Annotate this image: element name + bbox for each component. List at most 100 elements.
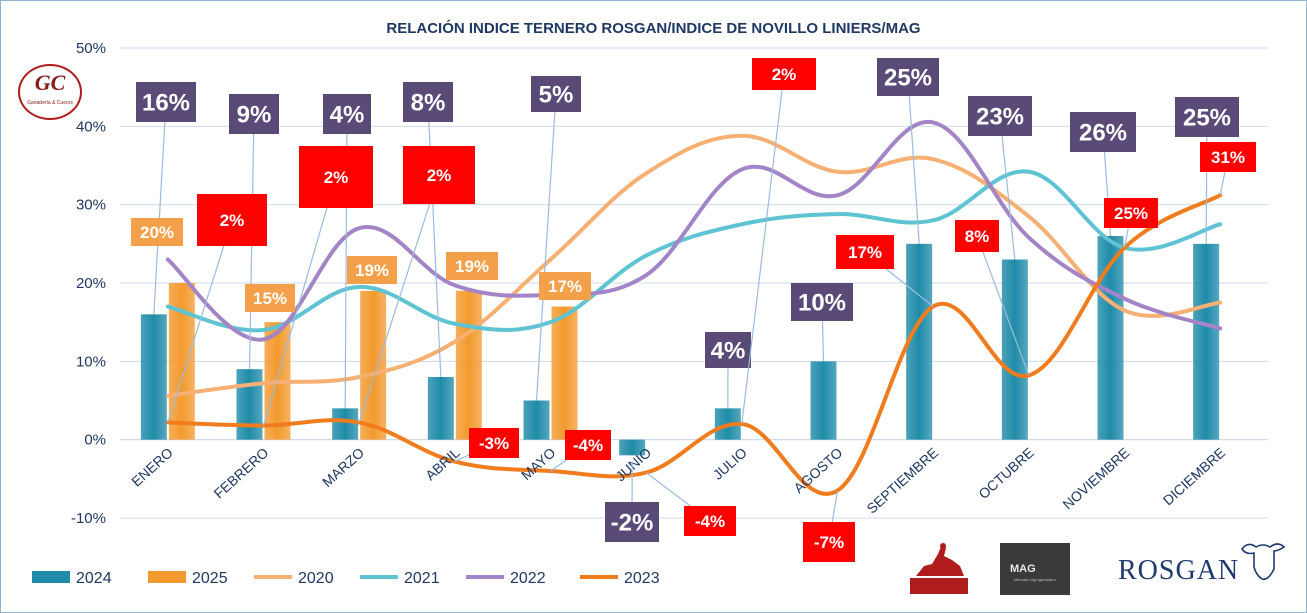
x-tick-label: MAYO <box>518 444 559 483</box>
callout-layer: 16% 9% 4% 8% 5% -2% 4% 10% 25% 23% 26% 25% 20% 15% 19%… <box>131 58 1256 562</box>
data-label-2024-box <box>877 58 939 96</box>
rosgan-logo: ROSGAN <box>1118 555 1240 586</box>
bar-2025-abril <box>455 290 482 440</box>
data-label-2025-box <box>347 256 397 284</box>
legend-swatch-2025 <box>148 571 186 583</box>
leader-line <box>999 115 1016 260</box>
data-label-2024-box <box>705 332 751 368</box>
data-label-2023: 2% <box>324 168 349 187</box>
data-label-2023-box <box>803 522 855 562</box>
gc-logo-subtext: Ganadería & Cueros <box>27 100 73 106</box>
data-label-2024: 10% <box>798 290 846 317</box>
y-tick-label: 20% <box>76 275 106 292</box>
bar-2024-noviembre <box>1097 236 1124 440</box>
leader-line <box>167 219 233 423</box>
leader-line <box>1205 116 1208 244</box>
data-label-2023: 2% <box>772 65 797 84</box>
mag-logo-text: MAG <box>1010 563 1036 575</box>
legend-label-2025: 2025 <box>192 570 228 587</box>
data-label-2024: 16% <box>142 90 190 117</box>
data-label-2024-box <box>323 94 371 134</box>
x-tick-label: JULIO <box>710 444 750 483</box>
data-label-2025-box <box>245 284 295 312</box>
chart-title: RELACIÓN INDICE TERNERO ROSGAN/INDICE DE… <box>386 20 921 37</box>
data-label-2023-box <box>565 430 611 460</box>
leader-line <box>741 73 785 425</box>
data-label-2025: 19% <box>355 261 389 280</box>
y-tick-label: 30% <box>76 197 106 214</box>
data-label-2024-box <box>605 502 659 542</box>
bar-2024-marzo <box>332 408 359 440</box>
leader-line <box>427 101 442 378</box>
y-tick-label: 50% <box>76 40 106 57</box>
data-label-2023: -4% <box>573 436 603 455</box>
data-label-2024-box <box>136 82 196 122</box>
legend-swatch-2024 <box>32 571 70 583</box>
data-label-2024: -2% <box>611 510 654 537</box>
y-tick-label: -10% <box>71 510 106 527</box>
data-label-2025: 20% <box>140 223 174 242</box>
data-label-2024: 23% <box>976 104 1024 131</box>
data-label-2023: -3% <box>479 434 509 453</box>
data-label-2023: -7% <box>814 533 844 552</box>
data-label-2023-box <box>1200 142 1256 172</box>
data-label-2023: 25% <box>1114 204 1148 223</box>
data-label-2024-box <box>791 283 853 321</box>
data-label-2023-box <box>403 146 475 204</box>
data-label-2025: 17% <box>548 277 582 296</box>
lines-layer <box>165 120 1223 496</box>
legend-label-2020: 2020 <box>298 570 334 587</box>
bar-2024-octubre <box>1001 259 1028 440</box>
bar-2024-enero <box>140 314 167 440</box>
data-label-2023-box <box>469 428 519 458</box>
line-series-2022 <box>165 120 1223 342</box>
line-series-2020 <box>165 133 1223 398</box>
x-tick-label: ENERO <box>128 444 176 489</box>
data-label-2023: 31% <box>1211 148 1245 167</box>
data-label-2025-box <box>539 272 591 300</box>
data-label-2023: -4% <box>695 512 725 531</box>
bars-layer <box>140 236 1220 456</box>
legend-label-2022: 2022 <box>510 570 546 587</box>
x-tick-label: MARZO <box>319 444 367 490</box>
leader-line <box>153 101 167 315</box>
y-tick-label: 40% <box>76 118 106 135</box>
line-series-2021 <box>165 169 1223 333</box>
leader-line <box>535 93 557 401</box>
data-label-2023: 2% <box>220 211 245 230</box>
bar-2025-marzo <box>360 290 387 440</box>
mag-logo: MAG Mercado Agroganadero <box>1000 543 1070 595</box>
bar-2024-abril <box>427 377 454 440</box>
data-label-2025-box <box>446 252 498 280</box>
data-label-2023-box <box>197 194 267 246</box>
data-label-2024: 8% <box>411 90 446 117</box>
mag-logo-subtext: Mercado Agroganadero <box>1014 577 1056 582</box>
data-label-2023: 17% <box>848 243 882 262</box>
gc-logo-text: GC <box>34 70 66 95</box>
data-label-2023-box <box>1104 198 1158 228</box>
data-label-2024-box <box>229 94 279 134</box>
leader-line <box>262 176 337 426</box>
data-label-2024-box <box>403 82 453 122</box>
bar-2024-febrero <box>236 369 263 440</box>
data-label-2024: 25% <box>1183 105 1231 132</box>
y-tick-label: 0% <box>84 432 106 449</box>
data-label-2023-box <box>752 58 816 90</box>
data-label-2025-box <box>131 218 183 246</box>
x-tick-label: SEPTIEMBRE <box>863 444 941 516</box>
bar-2024-diciembre <box>1193 243 1220 440</box>
x-tick-label: NOVIEMBRE <box>1059 444 1132 512</box>
legend-layer: 2024 2025 2020 2021 2022 2023 <box>32 570 660 587</box>
data-label-2023-box <box>299 146 373 208</box>
data-label-2025: 19% <box>455 257 489 276</box>
data-label-2024-box <box>968 96 1032 136</box>
data-label-2024: 26% <box>1079 120 1127 147</box>
data-label-2024: 4% <box>330 102 365 129</box>
leader-line <box>358 174 440 423</box>
data-label-2023-box <box>836 235 894 269</box>
leader-line <box>976 235 1030 376</box>
data-label-2024: 25% <box>884 65 932 92</box>
data-label-2024: 4% <box>711 338 746 365</box>
legend-label-2024: 2024 <box>76 570 112 587</box>
